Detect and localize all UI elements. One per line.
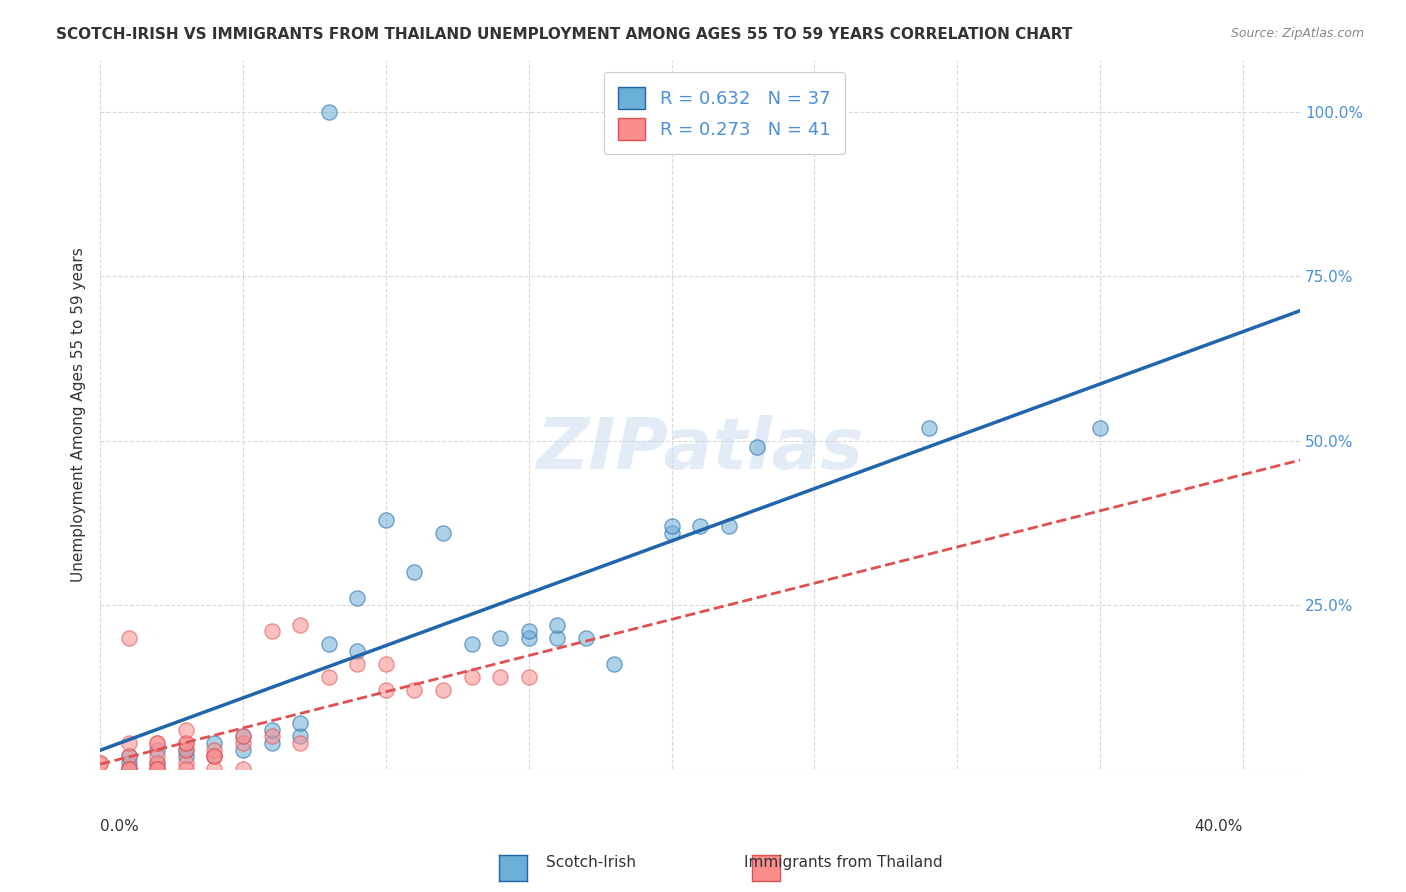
- Point: [747, 440, 769, 454]
- Point: [89, 756, 111, 770]
- Point: [460, 670, 482, 684]
- Point: [432, 525, 454, 540]
- Point: [661, 525, 683, 540]
- Point: [318, 637, 340, 651]
- Y-axis label: Unemployment Among Ages 55 to 59 years: Unemployment Among Ages 55 to 59 years: [72, 247, 86, 582]
- Point: [174, 756, 197, 770]
- Point: [118, 762, 141, 776]
- Text: 0.0%: 0.0%: [100, 819, 139, 834]
- Point: [917, 420, 939, 434]
- Point: [232, 736, 254, 750]
- Point: [89, 756, 111, 770]
- Point: [146, 756, 169, 770]
- Point: [460, 637, 482, 651]
- Text: Source: ZipAtlas.com: Source: ZipAtlas.com: [1230, 27, 1364, 40]
- Point: [546, 631, 568, 645]
- Point: [146, 762, 169, 776]
- Point: [202, 749, 225, 764]
- Point: [489, 631, 512, 645]
- Text: 40.0%: 40.0%: [1195, 819, 1243, 834]
- Point: [118, 762, 141, 776]
- Point: [232, 762, 254, 776]
- Point: [260, 723, 283, 737]
- Point: [202, 742, 225, 756]
- Point: [174, 736, 197, 750]
- Point: [404, 683, 426, 698]
- Point: [288, 617, 311, 632]
- Point: [288, 736, 311, 750]
- Point: [118, 756, 141, 770]
- Point: [346, 657, 368, 672]
- Point: [232, 742, 254, 756]
- Point: [202, 749, 225, 764]
- Text: Immigrants from Thailand: Immigrants from Thailand: [744, 855, 943, 870]
- Point: [404, 565, 426, 579]
- Point: [260, 730, 283, 744]
- Point: [118, 736, 141, 750]
- Point: [118, 631, 141, 645]
- Point: [202, 749, 225, 764]
- Text: SCOTCH-IRISH VS IMMIGRANTS FROM THAILAND UNEMPLOYMENT AMONG AGES 55 TO 59 YEARS : SCOTCH-IRISH VS IMMIGRANTS FROM THAILAND…: [56, 27, 1073, 42]
- Point: [288, 730, 311, 744]
- Point: [374, 513, 396, 527]
- Point: [546, 617, 568, 632]
- Point: [517, 631, 540, 645]
- Text: Scotch-Irish: Scotch-Irish: [546, 855, 636, 870]
- Point: [174, 742, 197, 756]
- Point: [118, 749, 141, 764]
- Point: [717, 519, 740, 533]
- Point: [146, 749, 169, 764]
- Point: [174, 762, 197, 776]
- Point: [517, 624, 540, 639]
- Point: [260, 624, 283, 639]
- Point: [118, 762, 141, 776]
- Point: [374, 657, 396, 672]
- Point: [689, 519, 711, 533]
- Point: [346, 591, 368, 606]
- Point: [174, 742, 197, 756]
- Point: [146, 742, 169, 756]
- Point: [432, 683, 454, 698]
- Point: [146, 762, 169, 776]
- Point: [118, 762, 141, 776]
- Point: [318, 105, 340, 120]
- Point: [661, 519, 683, 533]
- Text: ZIPatlas: ZIPatlas: [536, 416, 863, 484]
- Point: [146, 736, 169, 750]
- Point: [489, 670, 512, 684]
- Point: [232, 730, 254, 744]
- Point: [174, 736, 197, 750]
- Point: [146, 756, 169, 770]
- Point: [260, 736, 283, 750]
- Point: [288, 716, 311, 731]
- Point: [603, 657, 626, 672]
- Legend: R = 0.632   N = 37, R = 0.273   N = 41: R = 0.632 N = 37, R = 0.273 N = 41: [603, 72, 845, 154]
- Point: [346, 644, 368, 658]
- Point: [174, 723, 197, 737]
- Point: [146, 736, 169, 750]
- Point: [1088, 420, 1111, 434]
- Point: [575, 631, 598, 645]
- Point: [318, 670, 340, 684]
- Point: [118, 749, 141, 764]
- Point: [202, 736, 225, 750]
- Point: [374, 683, 396, 698]
- Point: [232, 730, 254, 744]
- Point: [146, 762, 169, 776]
- Point: [174, 749, 197, 764]
- Point: [202, 762, 225, 776]
- Point: [517, 670, 540, 684]
